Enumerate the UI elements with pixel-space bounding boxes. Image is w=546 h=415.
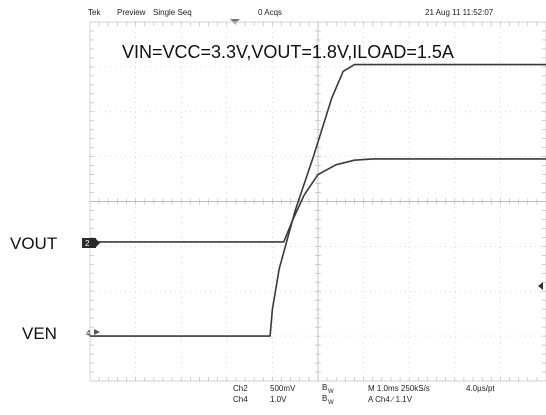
ven-label: VEN — [22, 324, 57, 343]
trigger-readout: A Ch4 ∕ 1.1V — [368, 395, 413, 404]
right-arrow-icon — [538, 282, 543, 290]
acq-mode-label: Single Seq — [153, 8, 192, 17]
bw-indicator-1: B — [322, 383, 327, 392]
preview-label: Preview — [117, 8, 146, 17]
resolution-readout: 4.0µs/pt — [466, 384, 495, 393]
timebase-readout: M 1.0ms 250kS/s — [368, 384, 430, 393]
ch4-name: Ch4 — [233, 395, 248, 404]
bw-indicator-2-sub: W — [328, 400, 334, 406]
ch4-scale: 1.0V — [270, 395, 287, 404]
ch2-name: Ch2 — [233, 384, 248, 393]
trace-ven — [90, 63, 546, 337]
bw-indicator-1-sub: W — [328, 389, 334, 395]
waveform-traces — [90, 63, 546, 337]
trigger-position-icon — [230, 19, 240, 24]
trace-vout — [90, 158, 546, 243]
ch4-marker-arrow — [94, 329, 100, 335]
ch4-marker-label: 4 — [86, 329, 91, 338]
ch2-marker-label: 2 — [85, 239, 90, 248]
ch2-marker-box — [82, 238, 96, 248]
brand-label: Tek — [88, 8, 101, 17]
ch2-marker-arrow — [96, 239, 100, 247]
ch2-scale: 500mV — [270, 384, 296, 393]
datetime-label: 21 Aug 11 11:52:07 — [425, 8, 494, 17]
bw-indicator-2: B — [322, 394, 327, 403]
acq-count-label: 0 Acqs — [258, 8, 282, 17]
chart-title: VIN=VCC=3.3V,VOUT=1.8V,ILOAD=1.5A — [122, 42, 454, 62]
vout-label: VOUT — [10, 234, 57, 253]
